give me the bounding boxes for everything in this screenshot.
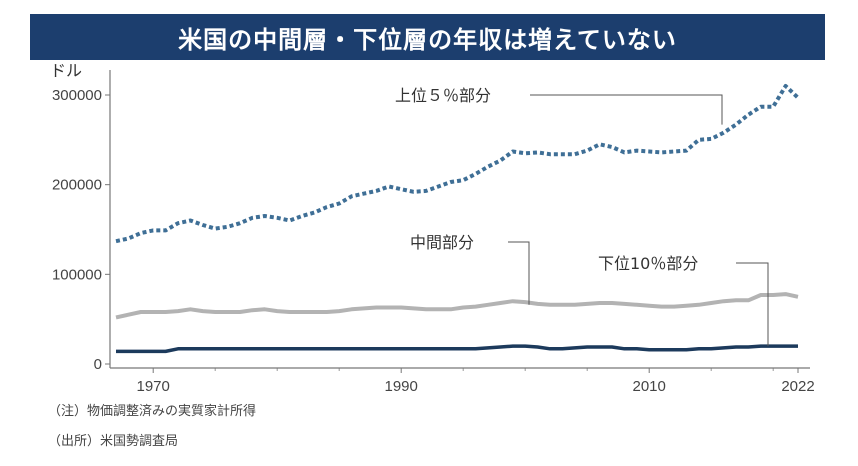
footnote-source: （出所）米国勢調査局 <box>48 434 179 449</box>
label-bottom10: 下位10％部分 <box>598 254 698 273</box>
chart-title: 米国の中間層・下位層の年収は増えていない <box>178 25 677 54</box>
label-middle: 中間部分 <box>410 233 474 252</box>
label-top5: 上位５％部分 <box>395 86 491 105</box>
label-bottom10-leader <box>736 262 769 347</box>
y-axis-unit-label: ドル <box>50 61 82 80</box>
x-tick-label: 1990 <box>385 378 418 395</box>
series-bottom10-line <box>116 344 798 354</box>
chart-title-banner: 米国の中間層・下位層の年収は増えていない <box>30 14 825 60</box>
y-tick-label: 200000 <box>52 177 102 194</box>
x-tick-label: 1970 <box>137 378 170 395</box>
y-tick-label: 100000 <box>52 266 102 283</box>
footnote-note: （注）物価調整済みの実質家計所得 <box>48 404 257 419</box>
x-tick-label: 2022 <box>781 378 814 395</box>
series-middle-line <box>115 292 799 320</box>
label-middle-leader <box>508 241 530 305</box>
x-tick-label: 2010 <box>633 378 666 395</box>
y-tick-label: 0 <box>94 356 102 373</box>
label-top5-leader <box>530 94 723 125</box>
y-tick-label: 300000 <box>52 87 102 104</box>
series-top5-line <box>115 84 800 244</box>
